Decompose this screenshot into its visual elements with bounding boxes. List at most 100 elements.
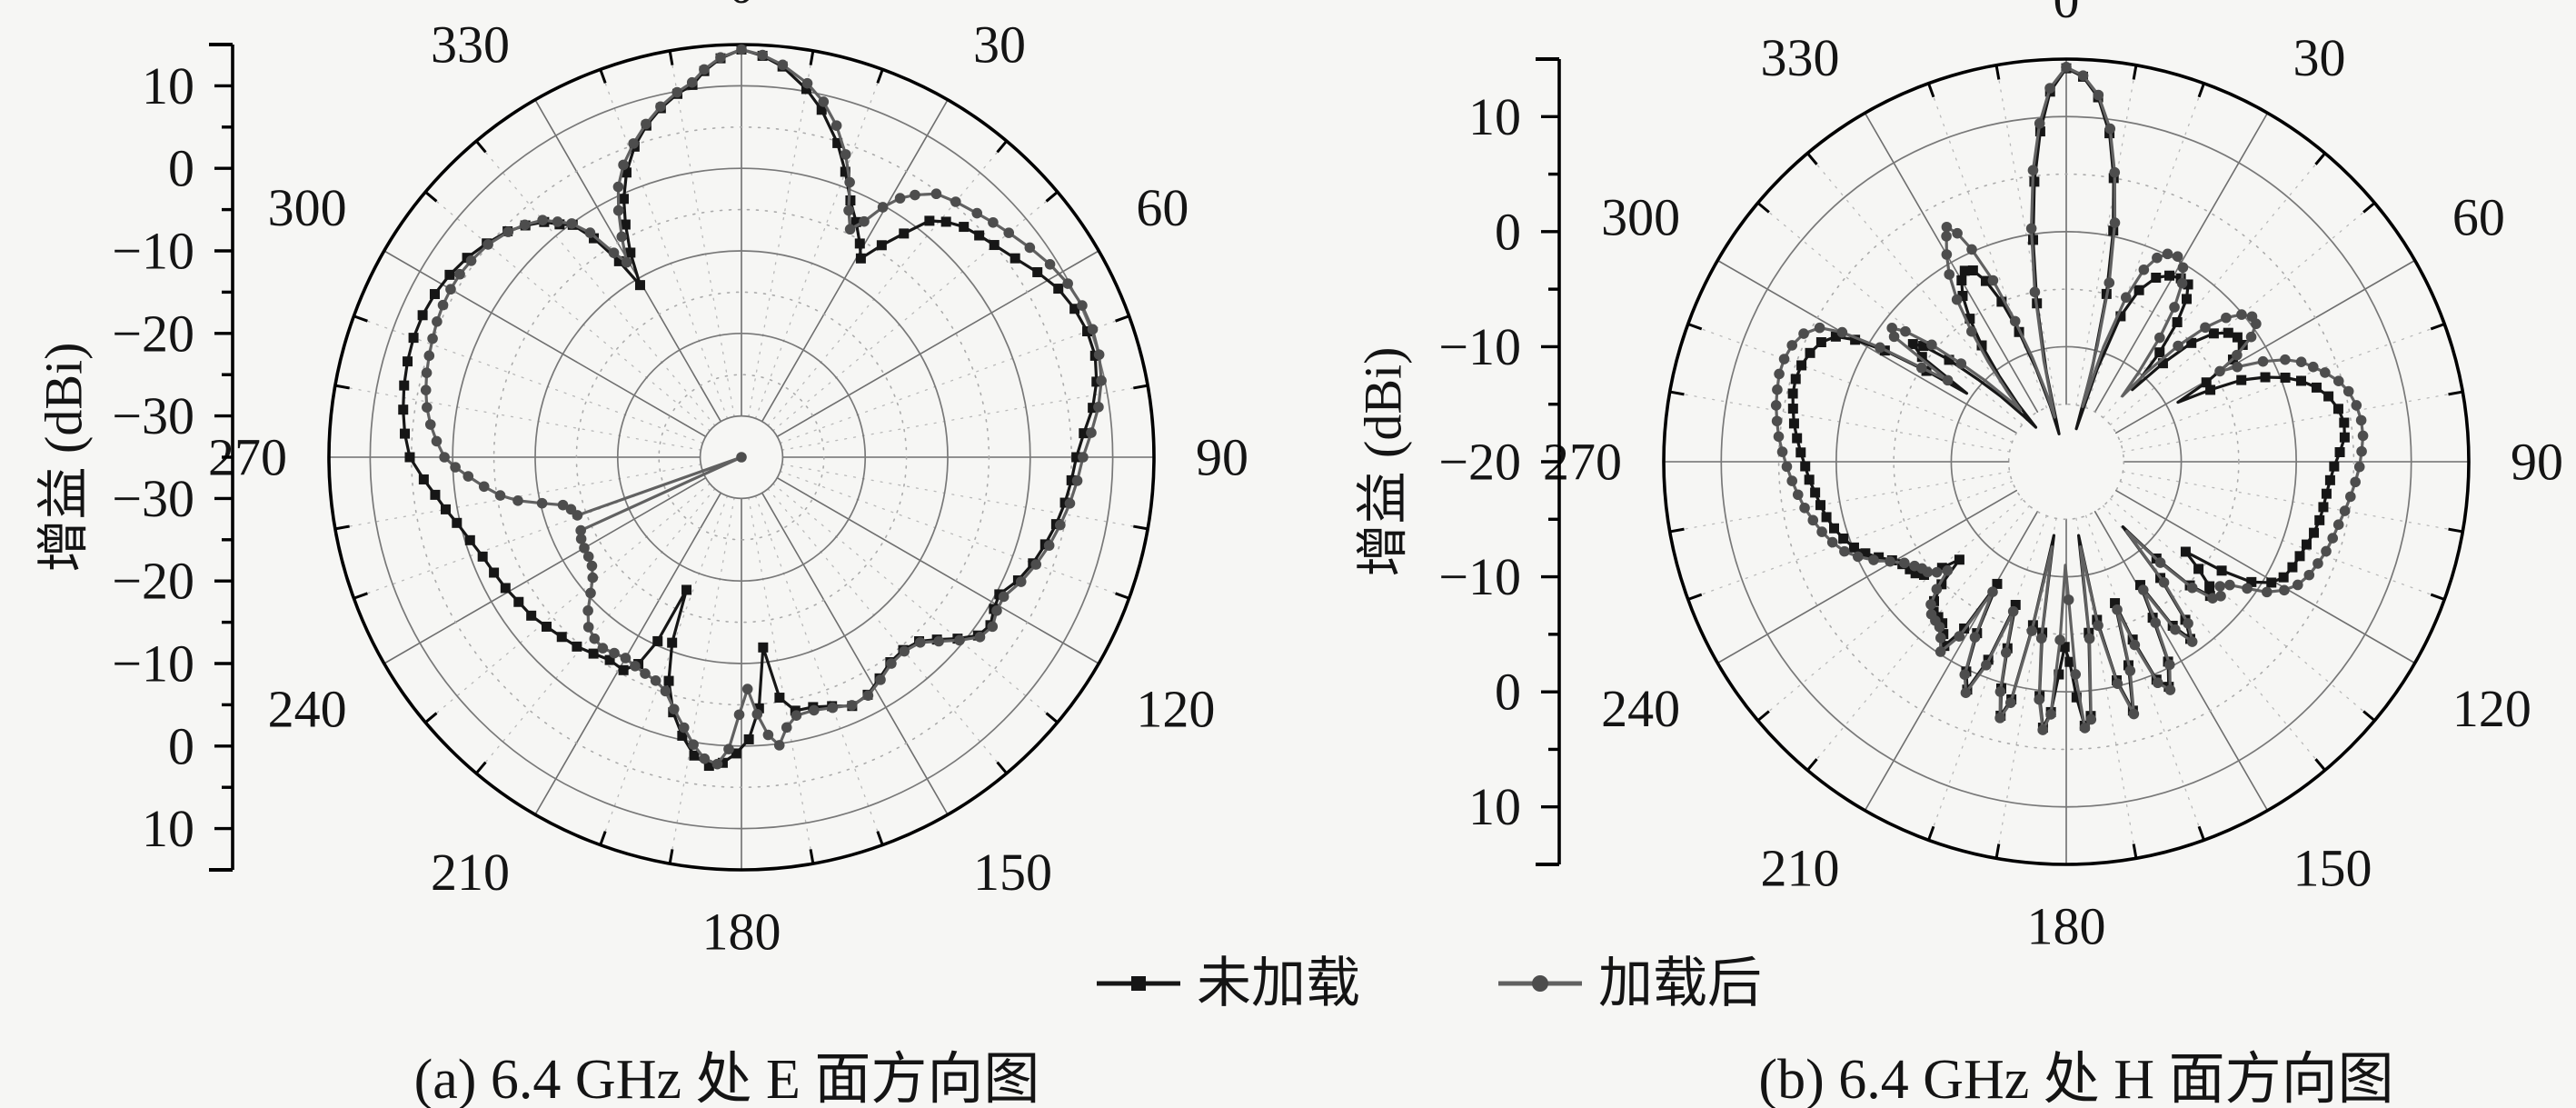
marker-circle <box>974 632 986 643</box>
marker-square <box>681 584 692 595</box>
marker-square <box>758 642 769 653</box>
marker-square <box>832 137 843 148</box>
marker-square <box>2180 546 2191 557</box>
marker-circle <box>2200 322 2211 334</box>
marker-square <box>940 216 951 227</box>
rim-tick <box>2430 323 2445 331</box>
marker-square <box>1874 552 1885 563</box>
angle-label-90: 90 <box>2511 433 2563 492</box>
marker-square <box>743 734 754 744</box>
marker-square <box>2186 337 2197 348</box>
angle-label-210: 210 <box>1761 838 1840 897</box>
marker-circle <box>827 702 839 714</box>
marker-square <box>1810 487 1821 498</box>
grid-circle-dotted <box>658 374 825 541</box>
marker-circle <box>894 193 906 204</box>
marker-square <box>2324 474 2335 485</box>
marker-circle <box>671 86 683 98</box>
marker-square <box>1815 500 1826 511</box>
marker-circle <box>1987 275 1999 286</box>
marker-square <box>2334 446 2345 457</box>
marker-circle <box>2152 677 2163 689</box>
marker-square <box>620 219 631 230</box>
marker-circle <box>733 709 745 721</box>
rim-tick <box>2132 843 2138 859</box>
marker-circle <box>1966 325 1977 337</box>
marker-square <box>974 230 985 241</box>
marker-circle <box>1934 646 1946 657</box>
marker-square <box>1079 428 1089 439</box>
marker-circle <box>1888 331 1900 343</box>
marker-circle <box>2034 117 2045 129</box>
rim-tick <box>353 592 368 600</box>
marker-circle <box>1772 384 1783 395</box>
marker-circle <box>1024 242 1036 254</box>
marker-circle <box>2355 414 2367 426</box>
marker-circle <box>2138 264 2150 275</box>
marker-circle <box>910 189 920 201</box>
marker-square <box>989 240 1000 251</box>
rim-tick <box>334 524 350 531</box>
marker-circle <box>582 605 593 616</box>
marker-square <box>430 489 441 500</box>
marker-circle <box>575 534 587 544</box>
marker-circle <box>668 704 680 714</box>
spoke-line <box>383 250 707 438</box>
marker-circle <box>2232 349 2243 361</box>
marker-square <box>477 551 488 562</box>
marker-square <box>2183 279 2193 290</box>
rim-tick <box>1115 314 1130 323</box>
marker-square <box>667 637 678 648</box>
rim-tick <box>2448 390 2463 396</box>
marker-circle <box>2054 634 2065 645</box>
marker-circle <box>1816 526 1827 537</box>
marker-circle <box>1853 551 1864 563</box>
marker-square <box>1964 314 1975 324</box>
marker-circle <box>2257 355 2269 367</box>
angle-labels: 0306090120150180210240270300330 <box>1543 0 2563 956</box>
angle-label-120: 120 <box>1136 680 1215 739</box>
marker-circle <box>2124 665 2136 676</box>
marker-circle <box>2353 461 2365 473</box>
marker-circle <box>1015 576 1027 587</box>
marker-circle <box>566 218 578 229</box>
angle-label-150: 150 <box>973 843 1052 902</box>
marker-circle <box>2035 633 2047 644</box>
marker-circle <box>2164 684 2176 695</box>
marker-square <box>1804 474 1815 485</box>
marker-circle <box>2332 375 2344 387</box>
marker-circle <box>1935 632 1946 644</box>
marker-square <box>1805 347 1815 358</box>
marker-square <box>1010 253 1020 264</box>
rim-tick <box>1994 65 2001 80</box>
marker-circle <box>1994 713 2005 724</box>
angle-label-0: 0 <box>729 0 755 15</box>
axis-tick-label: −10 <box>112 634 194 694</box>
series-1-line <box>1775 65 2365 732</box>
axis-tick-label: 0 <box>1495 663 1521 722</box>
rim-tick <box>1669 390 1685 396</box>
gain-axis: 10 10 0 0 −10 −10 −20 增益 (dBi) <box>1354 57 1561 866</box>
outer-circle <box>1662 57 2471 866</box>
rim-tick <box>353 314 368 323</box>
grid-circle-dotted <box>575 291 908 624</box>
marker-square <box>1967 265 1978 276</box>
marker-circle <box>1954 631 1965 642</box>
angle-label-300: 300 <box>268 178 347 237</box>
marker-circle <box>2154 332 2165 344</box>
marker-square <box>677 730 688 741</box>
marker-circle <box>1786 340 1798 351</box>
caption-chart-b: (b) 6.4 GHz 处 H 面方向图 <box>1758 1049 2394 1108</box>
marker-square <box>1907 339 1918 350</box>
marker-circle <box>1955 358 1967 369</box>
axis-tick-label: −20 <box>112 552 194 611</box>
marker-square <box>2237 339 2248 350</box>
marker-circle <box>2085 714 2097 725</box>
marker-square <box>1787 388 1798 399</box>
marker-square <box>2314 514 2325 525</box>
marker-circle <box>2150 617 2161 628</box>
marker-circle <box>1839 545 1850 557</box>
spoke-dotted-line <box>767 488 1008 774</box>
marker-circle <box>1969 632 1981 643</box>
marker-circle <box>1931 584 1943 594</box>
